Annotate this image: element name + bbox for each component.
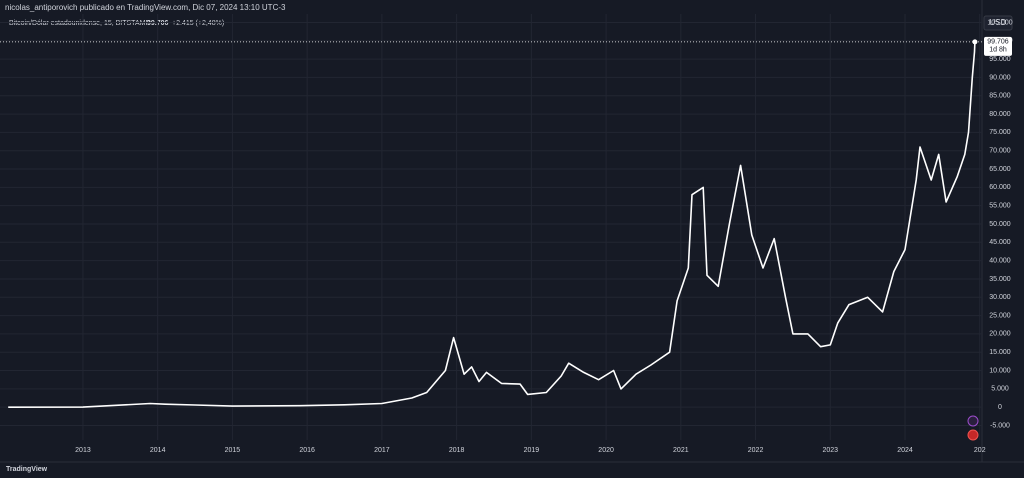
- countdown: 1d 8h: [989, 47, 1007, 54]
- event-icon: [967, 415, 979, 427]
- y-tick-label: 30.000: [989, 294, 1011, 301]
- y-tick-label: 50.000: [989, 221, 1011, 228]
- x-tick-label: 2017: [374, 447, 390, 454]
- y-tick-label: 10.000: [989, 367, 1011, 374]
- y-tick-label: -5.000: [990, 422, 1010, 429]
- currency-box[interactable]: [983, 15, 1013, 31]
- x-tick-label: 2020: [598, 447, 614, 454]
- y-tick-label: 20.000: [989, 331, 1011, 338]
- x-tick-label: 2014: [150, 447, 166, 454]
- y-tick-label: 15.000: [989, 349, 1011, 356]
- y-tick-label: 65.000: [989, 166, 1011, 173]
- x-tick-label: 2019: [524, 447, 540, 454]
- x-tick-label: 2024: [897, 447, 913, 454]
- x-tick-label: 2022: [748, 447, 764, 454]
- x-tick-label: 2018: [449, 447, 465, 454]
- last-point: [972, 39, 978, 45]
- x-tick-label: 2015: [225, 447, 241, 454]
- y-tick-label: 90.000: [989, 74, 1011, 81]
- x-tick-label: 202: [974, 447, 986, 454]
- last-price-box: [984, 36, 1012, 56]
- price-line: [8, 41, 976, 408]
- x-tick-label: 2016: [299, 447, 315, 454]
- y-tick-label: 5.000: [991, 386, 1009, 393]
- y-tick-label: 105.000: [987, 19, 1012, 26]
- x-tick-label: 2021: [673, 447, 689, 454]
- y-tick-label: 75.000: [989, 129, 1011, 136]
- x-tick-label: 2023: [823, 447, 839, 454]
- symbol: Bitcoin/Dólar estadounidense, 15, BITSTA…: [9, 20, 150, 27]
- y-tick-label: 95.000: [989, 56, 1011, 63]
- y-tick-label: 70.000: [989, 148, 1011, 155]
- y-tick-label: 40.000: [989, 257, 1011, 264]
- y-tick-label: 55.000: [989, 203, 1011, 210]
- brand: TradingView: [6, 466, 48, 473]
- y-tick-label: 60.000: [989, 184, 1011, 191]
- y-tick-label: 80.000: [989, 111, 1011, 118]
- legend-change: +2.415 (+2,48%): [172, 20, 224, 27]
- currency[interactable]: USD: [990, 18, 1007, 27]
- y-tick-label: 0: [998, 404, 1002, 411]
- event-icon: [967, 429, 979, 441]
- y-tick-label: 35.000: [989, 276, 1011, 283]
- y-tick-label: 45.000: [989, 239, 1011, 246]
- publisher: nicolas_antiporovich publicado en Tradin…: [5, 3, 286, 12]
- y-tick-label: 85.000: [989, 93, 1011, 100]
- last-price-label: 99.706: [987, 39, 1009, 46]
- y-tick-label: 25.000: [989, 312, 1011, 319]
- x-tick-label: 2013: [75, 447, 91, 454]
